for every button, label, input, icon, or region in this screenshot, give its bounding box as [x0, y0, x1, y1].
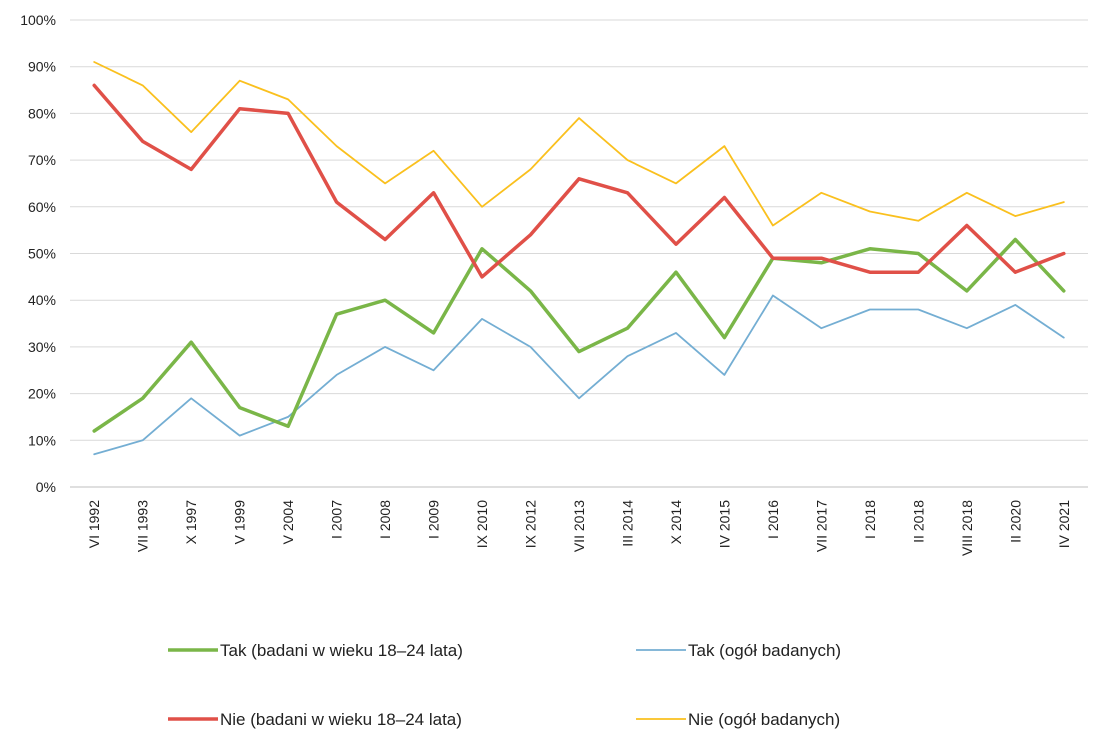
x-tick-label: VII 1993 — [135, 500, 151, 552]
x-axis-ticks: VI 1992 VII 1993 X 1997 V 1999 V 2004 I 2007 I… — [86, 500, 1072, 556]
y-tick-label: 10% — [28, 432, 56, 448]
x-tick-label: I 2018 — [862, 500, 878, 539]
x-tick-label: V 1999 — [232, 500, 248, 545]
x-tick-label: V 2004 — [280, 500, 296, 545]
series-line — [92, 237, 1066, 433]
x-tick-label: X 2014 — [668, 500, 684, 545]
x-tick-label: IV 2021 — [1056, 500, 1072, 548]
x-tick-label: I 2009 — [426, 500, 442, 539]
x-tick-label: IX 2012 — [523, 500, 539, 548]
x-tick-label: VI 1992 — [86, 500, 102, 548]
legend: Tak (badani w wieku 18–24 lata) Tak (ogół… — [168, 641, 841, 729]
gridlines — [70, 19, 1088, 488]
x-tick-label: VII 2017 — [813, 500, 829, 552]
y-tick-label: 90% — [28, 59, 56, 75]
legend-label: Nie (ogół badanych) — [688, 710, 840, 729]
y-axis-ticks: 0% 10% 20% 30% 40% 50% 60% 70% 80% 90% 100% — [20, 12, 56, 495]
x-tick-label: III 2014 — [619, 500, 635, 547]
x-tick-label: II 2020 — [1007, 500, 1023, 543]
legend-label: Tak (badani w wieku 18–24 lata) — [220, 641, 463, 660]
y-tick-label: 100% — [20, 12, 56, 28]
x-tick-label: VII 2013 — [571, 500, 587, 552]
legend-label: Tak (ogół badanych) — [688, 641, 841, 660]
y-tick-label: 70% — [28, 152, 56, 168]
x-tick-label: I 2016 — [765, 500, 781, 539]
y-tick-label: 30% — [28, 339, 56, 355]
series-line — [93, 61, 1065, 227]
x-tick-label: I 2008 — [377, 500, 393, 539]
y-tick-label: 0% — [36, 479, 56, 495]
series-line — [92, 83, 1066, 279]
y-tick-label: 60% — [28, 199, 56, 215]
series-lines — [92, 61, 1066, 456]
y-tick-label: 80% — [28, 105, 56, 121]
y-tick-label: 20% — [28, 386, 56, 402]
y-tick-label: 40% — [28, 292, 56, 308]
x-tick-label: X 1997 — [183, 500, 199, 545]
x-tick-label: IV 2015 — [716, 500, 732, 548]
x-tick-label: IX 2010 — [474, 500, 490, 548]
y-tick-label: 50% — [28, 246, 56, 262]
series-line — [93, 294, 1065, 456]
legend-label: Nie (badani w wieku 18–24 lata) — [220, 710, 462, 729]
x-tick-label: II 2018 — [910, 500, 926, 543]
x-tick-label: VIII 2018 — [959, 500, 975, 556]
x-tick-label: I 2007 — [329, 500, 345, 539]
